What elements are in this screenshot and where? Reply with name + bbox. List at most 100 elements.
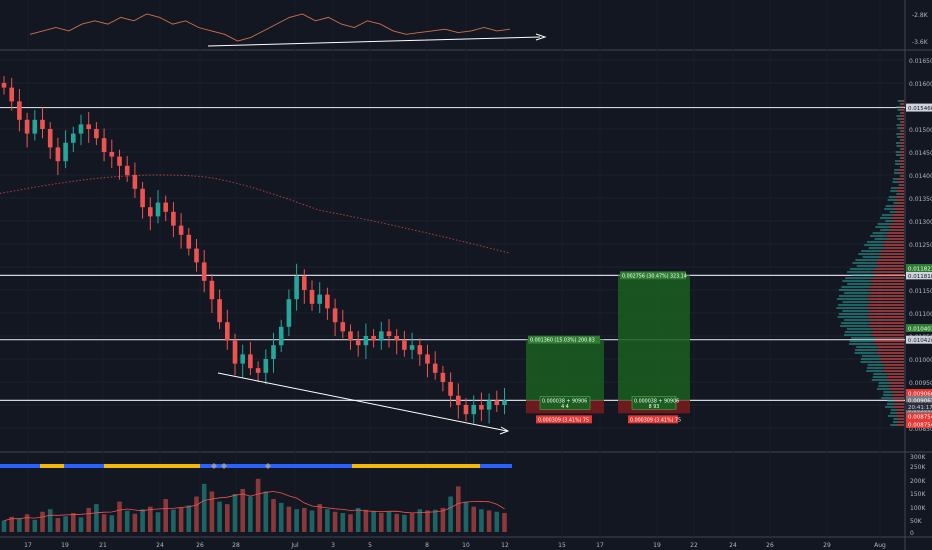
volume-bar [40, 511, 45, 532]
session-strip [0, 463, 512, 469]
candle-body [348, 331, 353, 341]
profile-bar-down [896, 190, 904, 192]
volume-bar [417, 509, 423, 532]
session-strip-segment [424, 464, 432, 468]
profile-bar-down [872, 271, 904, 273]
session-strip-segment [472, 464, 480, 468]
profile-bar-down [887, 238, 904, 240]
volume-bar [463, 501, 469, 532]
session-strip-segment [192, 464, 200, 468]
profile-bar-down [872, 328, 904, 330]
profile-bar-down [880, 355, 904, 357]
candle-body [9, 87, 14, 102]
profile-bar-up [892, 181, 898, 183]
time-tick-label: 29 [823, 542, 831, 549]
session-strip-segment [104, 464, 112, 468]
volume-bar [140, 509, 145, 532]
profile-bar-up [861, 355, 881, 357]
profile-bar-down [900, 127, 904, 129]
profile-bar-up [887, 400, 895, 402]
profile-bar-up [900, 103, 902, 105]
profile-bar-down [898, 202, 904, 204]
candle-body [309, 290, 315, 304]
profile-bar-down [893, 220, 904, 222]
time-tick-label: 26 [196, 542, 204, 549]
candle-body [217, 299, 222, 323]
volume-bar [309, 510, 315, 532]
candle-body [294, 276, 299, 300]
profile-bar-up [847, 283, 873, 285]
volume-bar [263, 491, 269, 532]
session-strip-segment [464, 464, 472, 468]
session-strip-segment [232, 464, 240, 468]
volume-bar [317, 504, 322, 532]
profile-bar-down [890, 382, 904, 384]
session-strip-segment [248, 464, 256, 468]
profile-bar-down [886, 376, 904, 378]
volume-bar [101, 514, 107, 532]
profile-bar-up [883, 391, 893, 393]
time-tick-label: 24 [156, 542, 164, 549]
time-tick-label: 8 [425, 542, 429, 549]
price-tag-label: 0.011821 [908, 267, 932, 273]
profile-bar-up [888, 196, 896, 198]
trendlines[interactable] [217, 372, 510, 435]
profile-bar-up [871, 379, 887, 381]
candle-body [63, 142, 68, 162]
candle-body [425, 354, 430, 364]
profile-bar-up [891, 187, 897, 189]
volume-bar [163, 499, 168, 532]
profile-bar-down [899, 145, 904, 147]
session-strip-segment [336, 464, 344, 468]
profile-bar-up [851, 274, 876, 276]
volume-bar [32, 519, 38, 532]
profile-bar-down [900, 118, 904, 120]
profile-bar-down [880, 361, 904, 363]
position-stop-label-bg [536, 415, 592, 424]
profile-bar-down [900, 136, 904, 138]
profile-bar-down [885, 235, 904, 237]
profile-bar-up [895, 154, 900, 156]
position-entry-label-bg [539, 396, 591, 410]
profile-bar-down [898, 169, 904, 171]
time-tick-label: 15 [558, 542, 566, 549]
profile-bar-up [867, 364, 885, 366]
time-tick-label: 22 [690, 542, 698, 549]
profile-bar-down [869, 322, 904, 324]
countdown-tag-bg [906, 402, 932, 411]
profile-bar-down [869, 286, 904, 288]
oscillator-divergence-line [207, 36, 541, 47]
profile-bar-up [887, 415, 896, 417]
profile-bar-down [871, 334, 904, 336]
candle-body [155, 202, 161, 217]
volume-tick-label: 150K [910, 491, 926, 498]
profile-bar-up [844, 334, 872, 336]
profile-bar-down [889, 388, 904, 390]
long-position-tools[interactable]: 0.001360 (15.03%) 200.83 0.000038 + 90906… [526, 271, 690, 424]
profile-bar-up [900, 166, 902, 168]
profile-bar-down [868, 289, 904, 291]
position-profit-zone [526, 339, 604, 401]
profile-bar-up [870, 235, 886, 237]
candle-body [24, 119, 30, 134]
volume-bar [78, 517, 84, 532]
session-strip-segment [8, 464, 16, 468]
volume-bar [348, 514, 353, 532]
session-strip-segment [376, 464, 384, 468]
session-strip-segment [160, 464, 168, 468]
session-strip-segment [56, 464, 64, 468]
volume-tick-label: 200K [910, 478, 926, 485]
profile-bar-up [849, 268, 875, 270]
candle-body [94, 129, 99, 139]
profile-bar-down [899, 163, 904, 165]
level-price-label: 0.010420 [908, 338, 932, 344]
volume-bar [409, 513, 415, 532]
profile-bar-up [862, 256, 882, 258]
profile-bar-up [868, 247, 885, 249]
session-strip-segment [40, 464, 48, 468]
